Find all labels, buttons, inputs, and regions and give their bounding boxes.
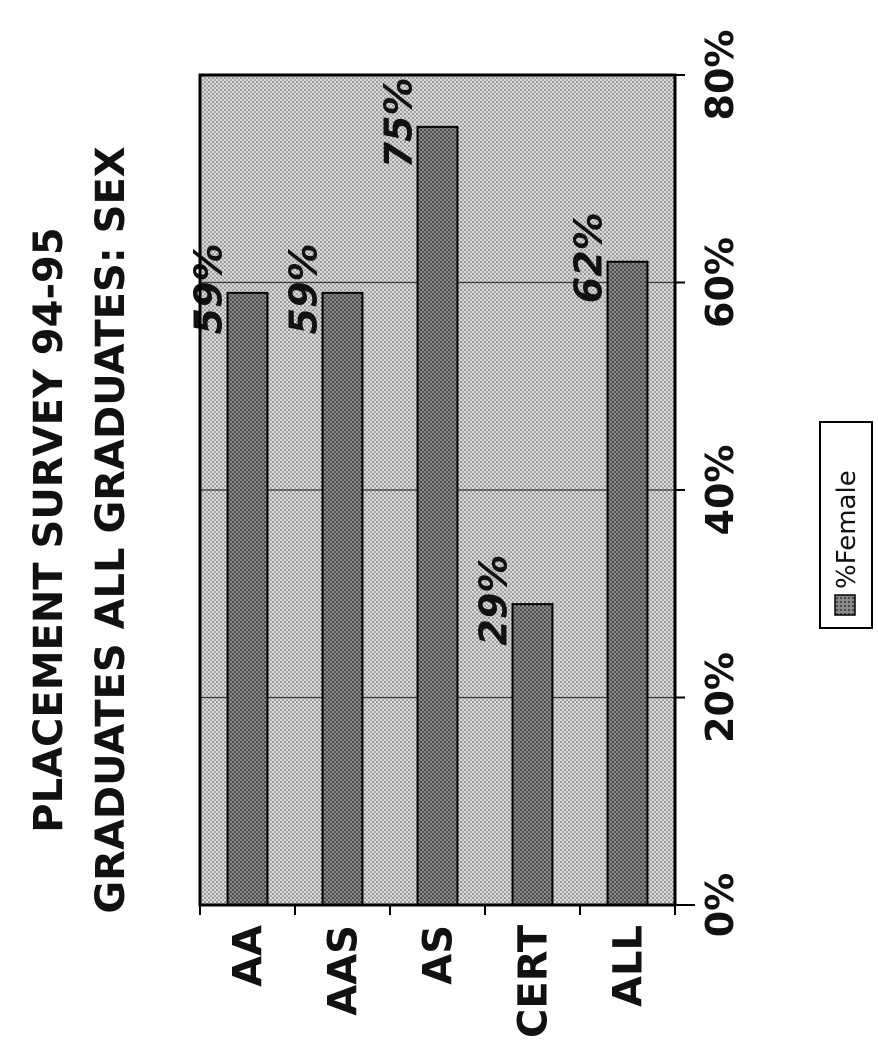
value-tick-label: 60% [698, 237, 742, 328]
category-label-all: ALL [606, 925, 652, 1007]
data-label-aas: 59% [282, 243, 326, 334]
legend-box [819, 421, 873, 629]
value-tick-label: 20% [698, 652, 742, 743]
data-label-all: 62% [567, 212, 611, 303]
data-label-aa: 59% [187, 243, 231, 334]
title-group: PLACEMENT SURVEY 94-95 GRADUATES ALL GRA… [26, 146, 134, 913]
category-label-as: AS [416, 925, 462, 985]
legend: %Female [819, 421, 873, 629]
value-tick-label: 0% [698, 873, 742, 938]
category-label-aas: AAS [321, 925, 367, 1016]
data-labels: 59% 59% 75% 29% 62% [187, 77, 611, 645]
category-label-aa: AA [226, 925, 272, 987]
bar-all [606, 260, 649, 906]
bar-as [416, 125, 459, 906]
value-tick-label: 80% [698, 30, 742, 121]
category-label-cert: CERT [511, 924, 557, 1038]
chart-subtitle: GRADUATES ALL GRADUATES: SEX [88, 146, 134, 913]
data-label-as: 75% [377, 77, 421, 168]
legend-swatch [834, 594, 856, 616]
category-axis-labels: AA AAS AS CERT ALL [226, 924, 652, 1038]
bar-aa [226, 291, 269, 906]
chart-title: PLACEMENT SURVEY 94-95 [26, 227, 72, 832]
legend-label-female: %Female [832, 470, 862, 589]
data-label-cert: 29% [472, 555, 516, 646]
bar-cert [511, 603, 554, 906]
value-tick-label: 40% [698, 445, 742, 536]
value-axis-ticks: 0% 20% 40% 60% 80% [675, 30, 742, 938]
bar-aas [321, 291, 364, 906]
